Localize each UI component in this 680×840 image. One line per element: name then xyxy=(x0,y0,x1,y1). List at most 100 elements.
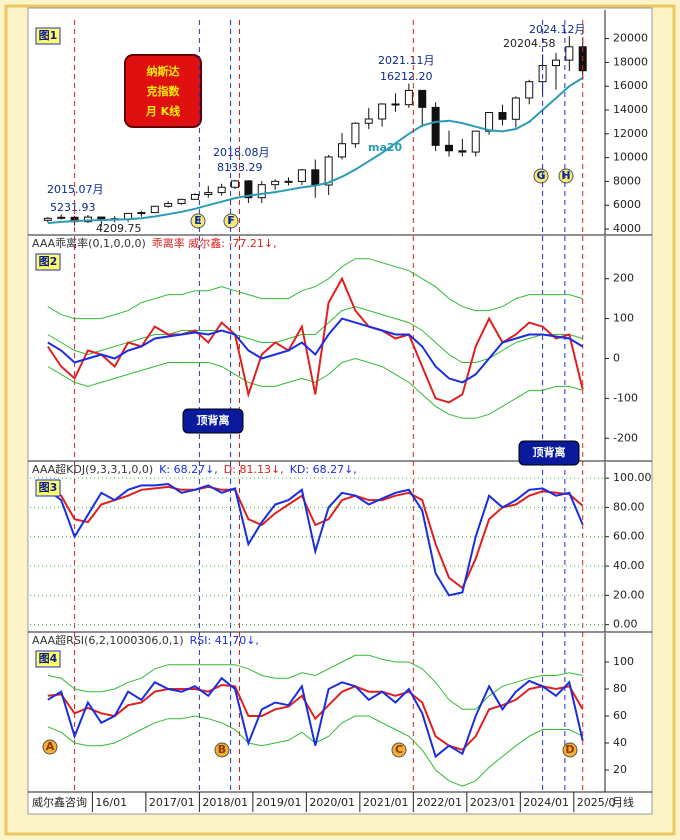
y-tick-label: 20.00 xyxy=(613,588,645,601)
annotation: 16212.20 xyxy=(380,70,433,83)
series-line xyxy=(47,482,584,597)
panel-label-bg xyxy=(35,650,61,668)
title-line: 月 K线 xyxy=(145,104,180,118)
panel-label: 图3 xyxy=(39,481,58,494)
badge-text: G xyxy=(536,169,545,182)
y-tick-label: -200 xyxy=(613,431,638,444)
y-tick-label: 60 xyxy=(613,709,627,722)
badge-text: E xyxy=(194,214,202,227)
badge-text: H xyxy=(561,169,570,182)
chart-area xyxy=(27,7,653,815)
y-tick-label: 0 xyxy=(613,351,620,364)
x-tick-label: 2022/01 xyxy=(416,796,462,809)
candle-body xyxy=(137,212,146,215)
annotation: 2021.11月 xyxy=(378,54,435,67)
series-line xyxy=(47,77,584,225)
y-tick-label: 16000 xyxy=(613,79,648,92)
y-tick-label: 60.00 xyxy=(613,530,645,543)
frame-border xyxy=(4,4,676,836)
annotation: 2024.12月 xyxy=(529,23,586,36)
badge-text: A xyxy=(46,740,55,753)
y-tick-label: 20 xyxy=(613,763,627,776)
indicator-label: AAA乖离率(0,1,0,0,0) xyxy=(32,236,146,250)
candle-body xyxy=(525,81,534,99)
y-tick-label: 200 xyxy=(613,272,634,285)
indicator-label: K: 68.27↓, xyxy=(159,463,218,476)
candle-body xyxy=(150,205,159,214)
candle-body xyxy=(57,216,66,219)
badge xyxy=(42,739,58,755)
y-tick-label: 0.00 xyxy=(613,618,638,631)
y-tick-label: 4000 xyxy=(613,222,641,235)
candle-body xyxy=(551,59,560,67)
annotation: 2018.08月 xyxy=(213,146,270,159)
candle-body xyxy=(177,198,186,205)
candle-body xyxy=(378,103,387,120)
annotation: 5231.93 xyxy=(50,201,96,214)
y-tick-label: 80 xyxy=(613,682,627,695)
y-tick-label: 40 xyxy=(613,736,627,749)
callout-box xyxy=(518,440,580,466)
candle-body xyxy=(204,192,213,195)
indicator-label: 乖离率 威尔鑫: -77.21↓, xyxy=(152,236,277,250)
indicator-label: KD: 68.27↓, xyxy=(290,463,357,476)
y-tick-label: 80.00 xyxy=(613,500,645,513)
x-tick-label: 2021/01 xyxy=(363,796,409,809)
series-line xyxy=(47,485,584,590)
indicator-label: AAA超RSI(6,2,1000306,0,1) xyxy=(32,633,184,647)
y-tick-label: 18000 xyxy=(613,55,648,68)
x-tick-label: 2023/01 xyxy=(470,796,516,809)
candle-body xyxy=(284,180,293,183)
candle-body xyxy=(498,112,507,120)
y-tick-label: 14000 xyxy=(613,103,648,116)
y-tick-label: 20000 xyxy=(613,32,648,45)
badge xyxy=(391,742,407,758)
candle-body xyxy=(83,216,92,223)
x-tick-label: 2020/01 xyxy=(309,796,355,809)
badge xyxy=(558,168,574,184)
candle-body xyxy=(97,216,106,220)
candle-body xyxy=(257,184,266,199)
series-line xyxy=(47,306,583,363)
badge xyxy=(533,168,549,184)
candle-body xyxy=(190,193,199,200)
series-line xyxy=(47,317,584,384)
candle-body xyxy=(351,122,360,145)
candle-body xyxy=(485,112,494,132)
x-tick-label: 2024/01 xyxy=(523,796,569,809)
candle-body xyxy=(565,46,574,61)
candle-body xyxy=(43,217,52,221)
badge xyxy=(562,742,578,758)
series-line xyxy=(47,676,584,759)
y-tick-label: 10000 xyxy=(613,151,648,164)
candle-body xyxy=(271,180,280,186)
candle-body xyxy=(311,169,320,186)
y-tick-label: 40.00 xyxy=(613,559,645,572)
candle-body xyxy=(244,180,253,199)
panel-label: 图2 xyxy=(39,255,58,268)
annotation: 20204.58 xyxy=(503,37,556,50)
candle-body xyxy=(418,89,427,108)
x-tick-label: 2018/01 xyxy=(202,796,248,809)
y-tick-label: 100 xyxy=(613,655,634,668)
series-label: ma20 xyxy=(368,141,403,154)
indicator-label: D: 81.13↓, xyxy=(224,463,284,476)
candle-body xyxy=(431,106,440,146)
x-tick-label: 16/01 xyxy=(95,796,127,809)
panel-label: 图1 xyxy=(39,29,58,42)
candle-body xyxy=(338,143,347,158)
panel-label-bg xyxy=(35,27,61,45)
panel-label-bg xyxy=(35,253,61,271)
y-tick-label: 8000 xyxy=(613,174,641,187)
badge xyxy=(214,742,230,758)
callout-text: 顶背离 xyxy=(197,413,230,427)
period-label: 月线 xyxy=(612,795,634,809)
candle-body xyxy=(217,186,226,194)
annotation: 4209.75 xyxy=(96,222,142,235)
title-line: 纳斯达 xyxy=(147,64,180,78)
candle-body xyxy=(458,150,467,153)
candle-body xyxy=(231,180,240,188)
panel-label-bg xyxy=(35,479,61,497)
footer: 威尔鑫咨询 xyxy=(32,795,87,809)
